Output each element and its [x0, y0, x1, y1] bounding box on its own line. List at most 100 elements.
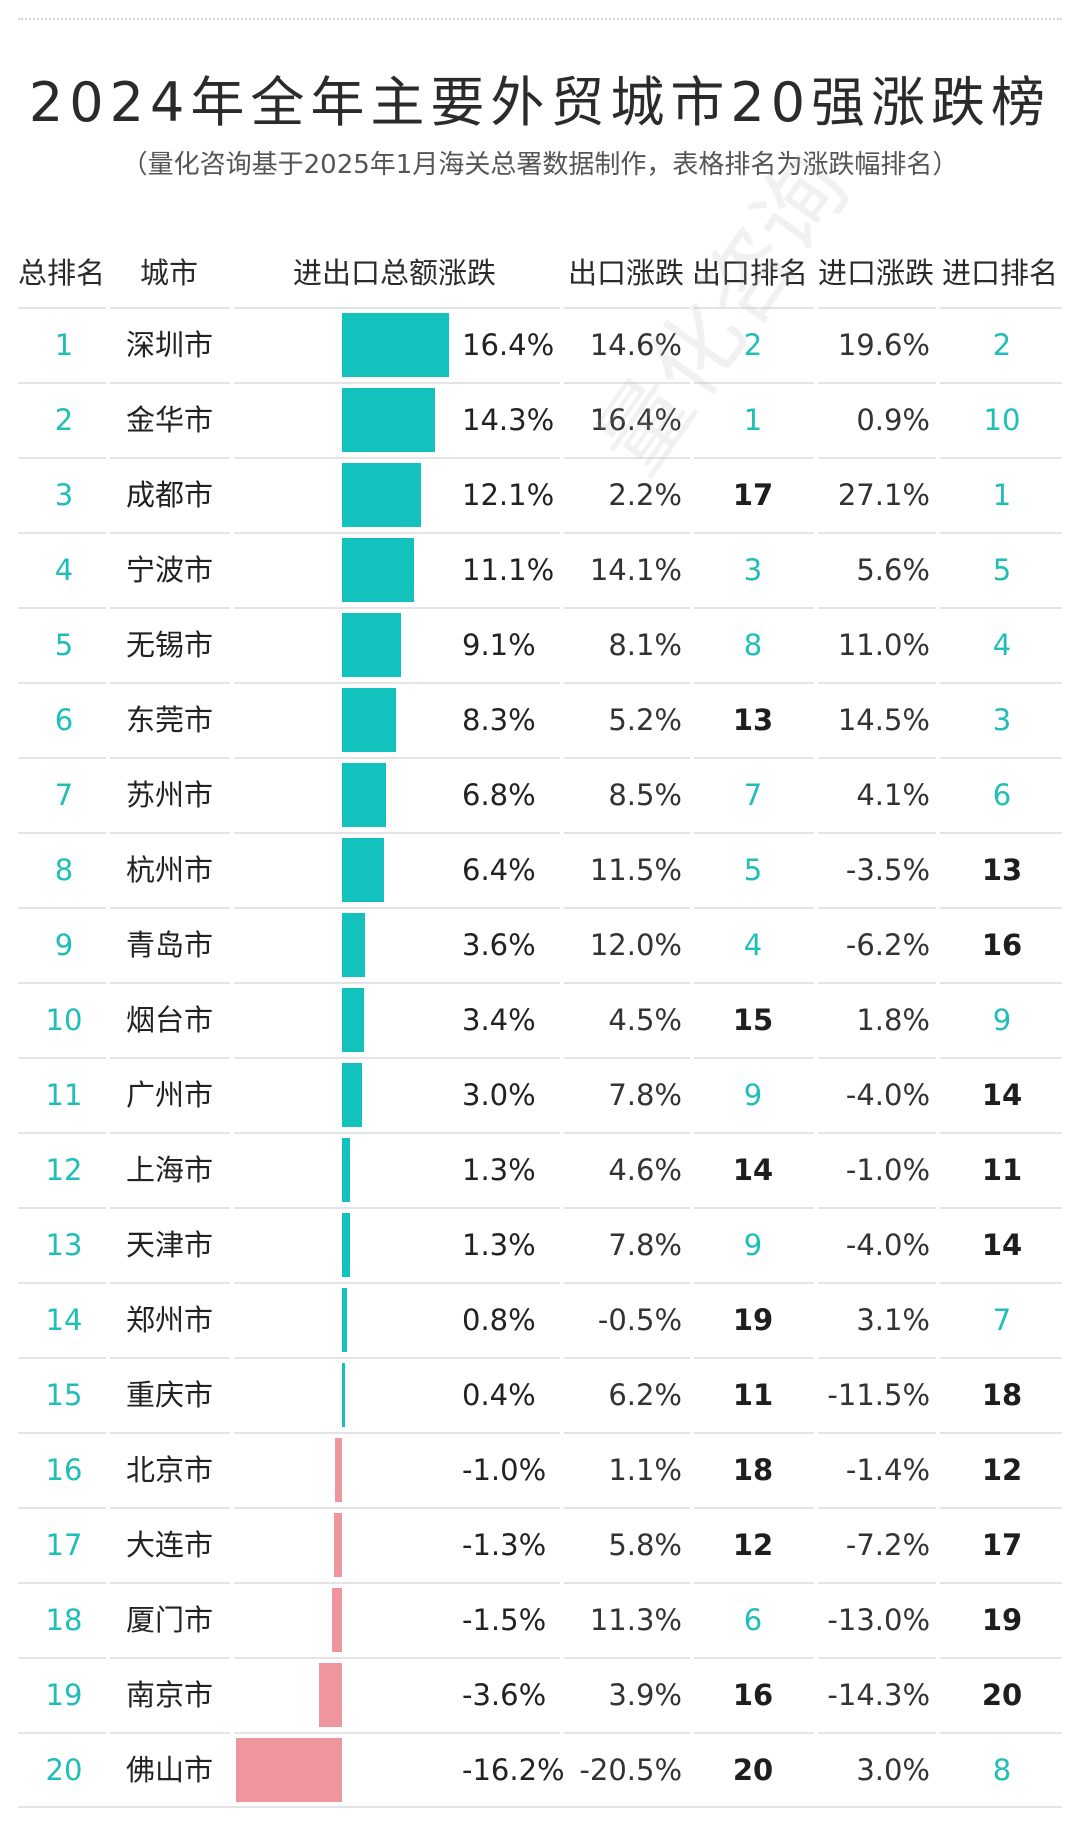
export-rank-cell: 11 [732, 1378, 774, 1412]
row-divider [18, 757, 1062, 759]
table-row: 19 南京市 -3.6% 3.9% 16 -14.3% 20 [0, 1657, 1080, 1732]
header-export-rank: 出口排名 [692, 256, 809, 290]
total-change-label: 3.0% [462, 1078, 536, 1112]
import-change-cell: -11.5% [827, 1378, 930, 1412]
total-change-bar [318, 1663, 342, 1727]
table-row: 5 无锡市 9.1% 8.1% 8 11.0% 4 [0, 607, 1080, 682]
export-rank-cell: 9 [743, 1078, 763, 1112]
total-change-bar [342, 913, 366, 977]
import-rank-cell: 9 [992, 1003, 1012, 1037]
import-rank-cell: 5 [992, 553, 1012, 587]
export-rank-cell: 20 [732, 1753, 774, 1787]
export-rank-cell: 15 [732, 1003, 774, 1037]
export-rank-cell: 19 [732, 1303, 774, 1337]
total-change-bar [342, 613, 402, 677]
city-cell: 郑州市 [126, 1303, 214, 1337]
import-rank-cell: 17 [981, 1528, 1023, 1562]
import-change-cell: 3.1% [856, 1303, 930, 1337]
total-change-label: 6.4% [462, 853, 536, 887]
rank-cell: 19 [45, 1678, 83, 1712]
export-change-cell: 7.8% [608, 1228, 682, 1262]
export-rank-cell: 13 [732, 703, 774, 737]
rank-cell: 10 [45, 1003, 83, 1037]
export-rank-cell: 7 [743, 778, 763, 812]
import-change-cell: -1.4% [845, 1453, 930, 1487]
row-divider [18, 1507, 1062, 1509]
total-change-bar [342, 1063, 362, 1127]
export-change-cell: -0.5% [597, 1303, 682, 1337]
export-change-cell: 1.1% [608, 1453, 682, 1487]
import-change-cell: -7.2% [845, 1528, 930, 1562]
table-row: 12 上海市 1.3% 4.6% 14 -1.0% 11 [0, 1132, 1080, 1207]
import-change-cell: 4.1% [856, 778, 930, 812]
total-change-bar [333, 1513, 342, 1577]
header-import-rank: 进口排名 [942, 256, 1059, 290]
export-change-cell: 5.2% [608, 703, 682, 737]
table-row: 8 杭州市 6.4% 11.5% 5 -3.5% 13 [0, 832, 1080, 907]
table-row: 15 重庆市 0.4% 6.2% 11 -11.5% 18 [0, 1357, 1080, 1432]
bottom-divider [18, 1806, 1062, 1808]
header-rank: 总排名 [18, 256, 106, 290]
import-change-cell: 27.1% [837, 478, 930, 512]
total-change-label: 12.1% [462, 478, 555, 512]
import-rank-cell: 12 [981, 1453, 1023, 1487]
city-cell: 大连市 [126, 1528, 214, 1562]
rank-cell: 20 [45, 1753, 83, 1787]
import-rank-cell: 16 [981, 928, 1023, 962]
row-divider [18, 532, 1062, 534]
row-divider [18, 907, 1062, 909]
total-change-bar [342, 1213, 351, 1277]
rank-cell: 15 [45, 1378, 83, 1412]
table-row: 4 宁波市 11.1% 14.1% 3 5.6% 5 [0, 532, 1080, 607]
total-change-label: 11.1% [462, 553, 555, 587]
row-divider [18, 457, 1062, 459]
row-divider [18, 1132, 1062, 1134]
total-change-bar [335, 1438, 342, 1502]
table-row: 2 金华市 14.3% 16.4% 1 0.9% 10 [0, 382, 1080, 457]
import-rank-cell: 6 [992, 778, 1012, 812]
header-city: 城市 [140, 256, 199, 290]
page-subtitle: （量化咨询基于2025年1月海关总署数据制作，表格排名为涨跌幅排名） [121, 150, 959, 180]
rank-cell: 5 [54, 628, 74, 662]
rank-cell: 16 [45, 1453, 83, 1487]
import-rank-cell: 19 [981, 1603, 1023, 1637]
import-change-cell: -1.0% [845, 1153, 930, 1187]
import-rank-cell: 20 [981, 1678, 1023, 1712]
total-change-label: 1.3% [462, 1228, 536, 1262]
total-change-label: 1.3% [462, 1153, 536, 1187]
import-rank-cell: 2 [992, 328, 1012, 362]
total-change-label: -1.3% [462, 1528, 547, 1562]
import-change-cell: 19.6% [837, 328, 930, 362]
import-rank-cell: 8 [992, 1753, 1012, 1787]
import-rank-cell: 14 [981, 1078, 1023, 1112]
total-change-label: -1.5% [462, 1603, 547, 1637]
export-change-cell: 16.4% [589, 403, 682, 437]
export-change-cell: 5.8% [608, 1528, 682, 1562]
total-change-bar [332, 1588, 342, 1652]
export-rank-cell: 9 [743, 1228, 763, 1262]
export-rank-cell: 12 [732, 1528, 774, 1562]
total-change-bar [342, 1363, 345, 1427]
total-change-bar [342, 538, 415, 602]
import-change-cell: 5.6% [856, 553, 930, 587]
total-change-bar [342, 313, 449, 377]
export-change-cell: 6.2% [608, 1378, 682, 1412]
rank-cell: 4 [54, 553, 74, 587]
rank-cell: 1 [54, 328, 74, 362]
total-change-bar [342, 388, 436, 452]
city-cell: 宁波市 [126, 553, 214, 587]
export-change-cell: 11.5% [589, 853, 682, 887]
total-change-label: 8.3% [462, 703, 536, 737]
total-change-label: 0.4% [462, 1378, 536, 1412]
header-export: 出口涨跌 [568, 256, 685, 290]
rank-cell: 6 [54, 703, 74, 737]
table-row: 18 厦门市 -1.5% 11.3% 6 -13.0% 19 [0, 1582, 1080, 1657]
total-change-label: 3.6% [462, 928, 536, 962]
row-divider [18, 1582, 1062, 1584]
city-cell: 厦门市 [126, 1603, 214, 1637]
rank-cell: 3 [54, 478, 74, 512]
export-change-cell: 8.5% [608, 778, 682, 812]
import-rank-cell: 1 [992, 478, 1012, 512]
total-change-label: 9.1% [462, 628, 536, 662]
row-divider [18, 382, 1062, 384]
